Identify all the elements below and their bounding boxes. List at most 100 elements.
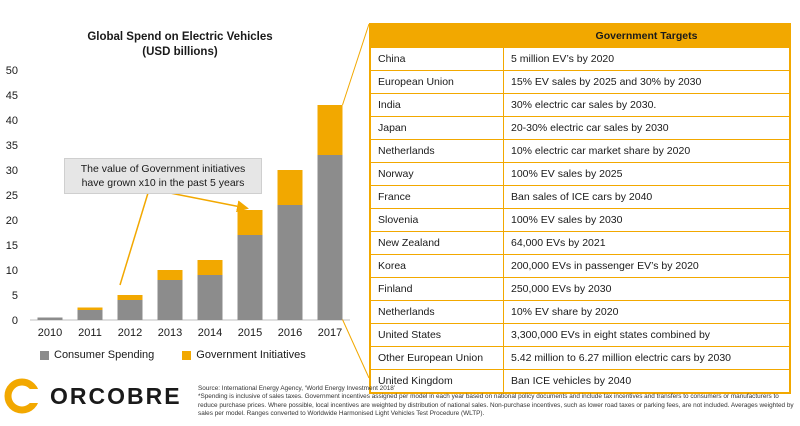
y-tick-label: 30 — [6, 165, 18, 177]
country-cell: United Kingdom — [371, 369, 504, 392]
country-cell: Japan — [371, 116, 504, 140]
orocobre-logo-mark-icon — [4, 378, 46, 414]
target-cell: 10% EV share by 2020 — [503, 300, 789, 324]
bar-government-initiatives — [237, 210, 263, 235]
table-row: United Kingdom Ban ICE vehicles by 2040 — [371, 369, 789, 392]
y-tick-label: 20 — [6, 215, 18, 227]
legend-swatch-consumer — [40, 350, 49, 360]
country-cell: United States — [371, 323, 504, 347]
table-row: China 5 million EV’s by 2020 — [371, 47, 789, 71]
bar-government-initiatives — [197, 260, 223, 275]
x-tick-label: 2014 — [198, 327, 222, 339]
bar-consumer-spending — [277, 205, 303, 320]
target-cell: 30% electric car sales by 2030. — [503, 93, 789, 117]
target-cell: Ban ICE vehicles by 2040 — [503, 369, 789, 392]
bar-consumer-spending — [37, 317, 63, 320]
orocobre-logo: ORCOBRE — [0, 376, 182, 416]
table-row: Korea 200,000 EVs in passenger EV’s by 20… — [371, 254, 789, 278]
x-tick-label: 2016 — [278, 327, 302, 339]
target-cell: 3,300,000 EVs in eight states combined b… — [503, 323, 789, 347]
country-cell: Other European Union — [371, 346, 504, 370]
connector-line-top — [342, 23, 370, 106]
table-row: Finland 250,000 EVs by 2030 — [371, 277, 789, 301]
government-targets-table: Government Targets China 5 million EV’s b… — [369, 23, 791, 394]
bar-consumer-spending — [197, 275, 223, 320]
trend-arrow-upper — [169, 192, 249, 213]
connector-line-bottom — [342, 319, 370, 379]
footnote-note: *Spending is inclusive of sales taxes. G… — [198, 393, 794, 417]
country-cell: Norway — [371, 162, 504, 186]
legend-item-consumer: Consumer Spending — [40, 349, 154, 361]
target-cell: 200,000 EVs in passenger EV’s by 2020 — [503, 254, 789, 278]
orocobre-logo-text: ORCOBRE — [50, 382, 182, 409]
table-header-title: Government Targets — [503, 25, 789, 48]
target-cell: 15% EV sales by 2025 and 30% by 2030 — [503, 70, 789, 94]
y-tick-label: 45 — [6, 90, 18, 102]
x-tick-label: 2010 — [38, 327, 62, 339]
chart-title-block: Global Spend on Electric Vehicles (USD b… — [60, 30, 300, 60]
legend-item-government: Government Initiatives — [182, 349, 306, 361]
y-tick-label: 25 — [6, 190, 18, 202]
table-row: Norway 100% EV sales by 2025 — [371, 162, 789, 186]
target-cell: 10% electric car market share by 2020 — [503, 139, 789, 163]
country-cell: Finland — [371, 277, 504, 301]
y-tick-label: 15 — [6, 240, 18, 252]
table-row: Netherlands 10% electric car market share… — [371, 139, 789, 163]
country-cell: Korea — [371, 254, 504, 278]
trend-arrow-lower — [119, 192, 149, 286]
table-row: Japan 20-30% electric car sales by 2030 — [371, 116, 789, 140]
country-cell: New Zealand — [371, 231, 504, 255]
target-cell: 5 million EV’s by 2020 — [503, 47, 789, 71]
bar-consumer-spending — [157, 280, 183, 320]
annotation-line-2: have grown x10 in the past 5 years — [81, 177, 245, 189]
y-tick-label: 35 — [6, 140, 18, 152]
bar-consumer-spending — [237, 235, 263, 320]
table-row: European Union 15% EV sales by 2025 and 3… — [371, 70, 789, 94]
footnote-source: Source: International Energy Agency, ‘Wo… — [198, 385, 396, 392]
chart-subtitle: (USD billions) — [142, 46, 218, 58]
chart-title: Global Spend on Electric Vehicles — [87, 31, 273, 43]
country-cell: Netherlands — [371, 300, 504, 324]
table-header-row: Government Targets — [371, 25, 789, 48]
country-cell: India — [371, 93, 504, 117]
y-tick-label: 40 — [6, 115, 18, 127]
y-tick-label: 50 — [6, 65, 18, 77]
table-row: Other European Union 5.42 million to 6.27… — [371, 346, 789, 370]
bar-consumer-spending — [117, 300, 143, 320]
x-tick-label: 2015 — [238, 327, 262, 339]
legend-label-government: Government Initiatives — [196, 349, 306, 361]
table-row: New Zealand 64,000 EVs by 2021 — [371, 231, 789, 255]
table-row: India 30% electric car sales by 2030. — [371, 93, 789, 117]
x-tick-label: 2013 — [158, 327, 182, 339]
table-row: Slovenia 100% EV sales by 2030 — [371, 208, 789, 232]
target-cell: Ban sales of ICE cars by 2040 — [503, 185, 789, 209]
table-header-empty — [371, 25, 504, 48]
y-tick-label: 0 — [12, 315, 18, 327]
target-cell: 5.42 million to 6.27 million electric ca… — [503, 346, 789, 370]
bar-government-initiatives — [317, 105, 343, 155]
bar-government-initiatives — [77, 307, 103, 310]
table-row: United States 3,300,000 EVs in eight stat… — [371, 323, 789, 347]
target-cell: 100% EV sales by 2030 — [503, 208, 789, 232]
country-cell: France — [371, 185, 504, 209]
x-tick-label: 2011 — [78, 327, 102, 339]
y-tick-label: 5 — [12, 290, 18, 302]
chart-footnote: Source: International Energy Agency, ‘Wo… — [198, 385, 794, 418]
annotation-line-1: The value of Government initiatives — [80, 163, 246, 175]
bar-government-initiatives — [117, 295, 143, 300]
x-tick-label: 2012 — [118, 327, 142, 339]
bar-government-initiatives — [157, 270, 183, 280]
table-row: Netherlands 10% EV share by 2020 — [371, 300, 789, 324]
y-tick-label: 10 — [6, 265, 18, 277]
annotation-callout: The value of Government initiatives have… — [64, 158, 262, 194]
target-cell: 20-30% electric car sales by 2030 — [503, 116, 789, 140]
country-cell: China — [371, 47, 504, 71]
chart-legend: Consumer Spending Government Initiatives — [40, 349, 334, 361]
legend-label-consumer: Consumer Spending — [54, 349, 155, 361]
legend-swatch-government — [182, 350, 192, 360]
table-row: France Ban sales of ICE cars by 2040 — [371, 185, 789, 209]
x-tick-label: 2017 — [318, 327, 342, 339]
country-cell: Slovenia — [371, 208, 504, 232]
bar-consumer-spending — [317, 155, 343, 320]
